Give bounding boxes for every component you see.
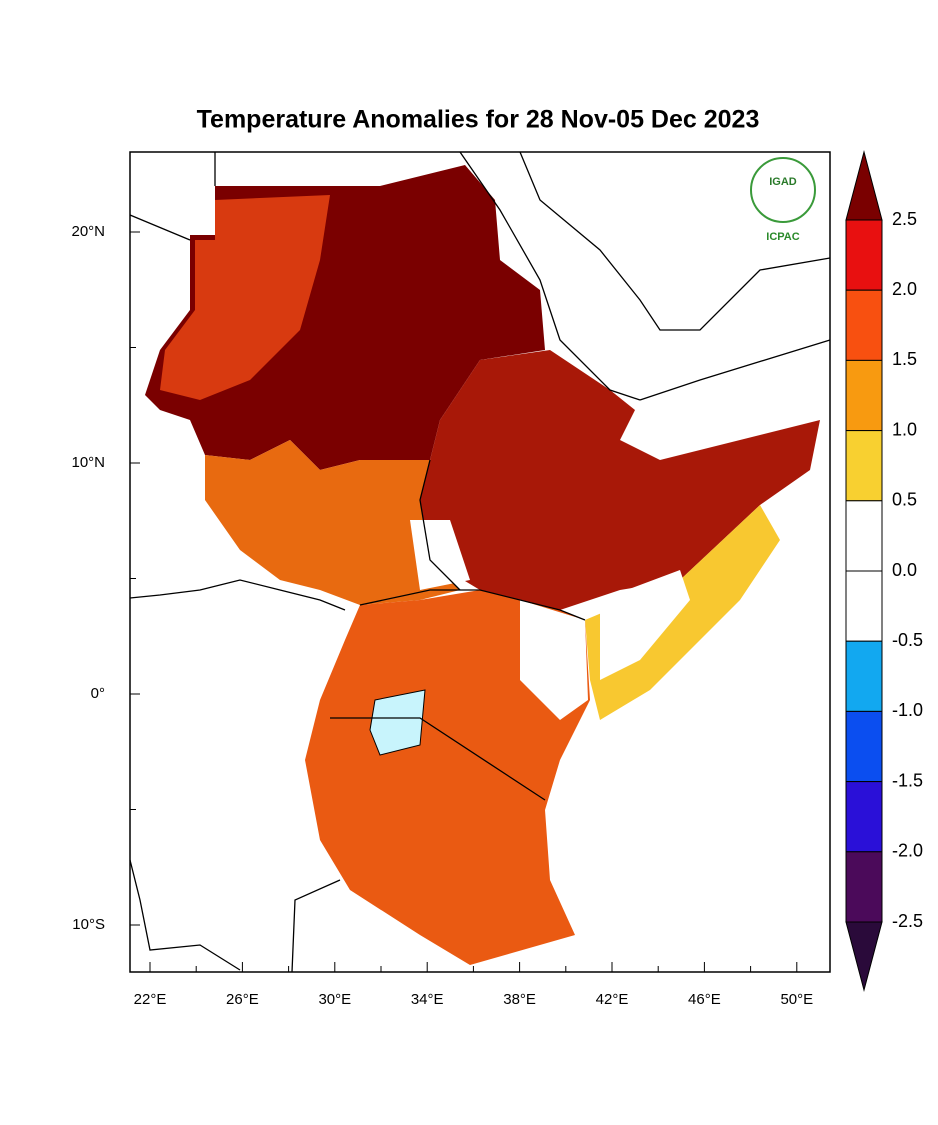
colorbar-label: 2.5 xyxy=(892,209,917,229)
x-tick-label: 26°E xyxy=(226,991,259,1008)
colorbar-band xyxy=(845,430,883,502)
colorbar-label: 0.5 xyxy=(892,490,917,510)
colorbar-band xyxy=(845,570,883,642)
colorbar-label: -1.5 xyxy=(892,770,923,790)
region-sudan-west xyxy=(160,195,330,400)
colorbar-band xyxy=(845,851,883,923)
boundaries xyxy=(129,151,831,973)
x-tick-label: 46°E xyxy=(688,991,721,1008)
region-south-sudan xyxy=(205,440,460,605)
colorbar-label: -2.0 xyxy=(892,841,923,861)
logo: IGAD ICPAC xyxy=(750,157,816,243)
colorbar-band xyxy=(845,781,883,853)
region-somalia xyxy=(585,505,780,720)
axes: 22°E 26°E 30°E 34°E 38°E 42°E 46°E 50°E 20°N 10°N… xyxy=(71,223,813,1008)
colorbar-label: 1.0 xyxy=(892,419,917,439)
y-tick-label: 10°S xyxy=(72,916,105,933)
region-ethiopia xyxy=(420,350,820,610)
x-tick-label: 22°E xyxy=(134,991,167,1008)
colorbar-lower-triangle xyxy=(845,921,883,992)
region-somalia-white xyxy=(600,570,690,680)
colorbar-label: 0.0 xyxy=(892,560,917,580)
colorbar-label: -2.5 xyxy=(892,911,923,931)
logo-bottom-text: ICPAC xyxy=(766,231,799,243)
colorbar-band xyxy=(845,289,883,361)
colorbar-band xyxy=(845,219,883,291)
colorbar: 2.5 2.0 1.5 1.0 0.5 0.0 -0.5 -1.0 -1.5 -2.0 -2.5 xyxy=(845,150,923,992)
x-tick-label: 42°E xyxy=(596,991,629,1008)
y-tick-label: 0° xyxy=(91,685,105,702)
x-tick-label: 50°E xyxy=(780,991,813,1008)
y-tick-label: 10°N xyxy=(71,454,105,471)
colorbar-label: -0.5 xyxy=(892,630,923,650)
logo-emblem xyxy=(750,157,816,223)
colorbar-label: 1.5 xyxy=(892,349,917,369)
colorbar-label: 2.0 xyxy=(892,279,917,299)
colorbar-band xyxy=(845,710,883,783)
colorbar-band xyxy=(845,640,883,712)
x-tick-label: 34°E xyxy=(411,991,444,1008)
map-area xyxy=(129,151,831,973)
colorbar-label: -1.0 xyxy=(892,700,923,720)
y-tick-label: 20°N xyxy=(71,223,105,240)
x-tick-label: 30°E xyxy=(318,991,351,1008)
plot-frame xyxy=(129,151,831,973)
x-tick-label: 38°E xyxy=(503,991,536,1008)
region-east-africa xyxy=(305,590,590,965)
colorbar-band xyxy=(845,359,883,432)
lake-victoria xyxy=(369,689,426,756)
region-kenya-white xyxy=(520,600,588,720)
region-ethiopia-white xyxy=(410,520,470,590)
colorbar-band xyxy=(845,500,883,572)
title: Temperature Anomalies for 28 Nov-05 Dec … xyxy=(197,106,760,134)
logo-top-text: IGAD xyxy=(769,176,797,188)
colorbar-upper-triangle xyxy=(845,150,883,221)
